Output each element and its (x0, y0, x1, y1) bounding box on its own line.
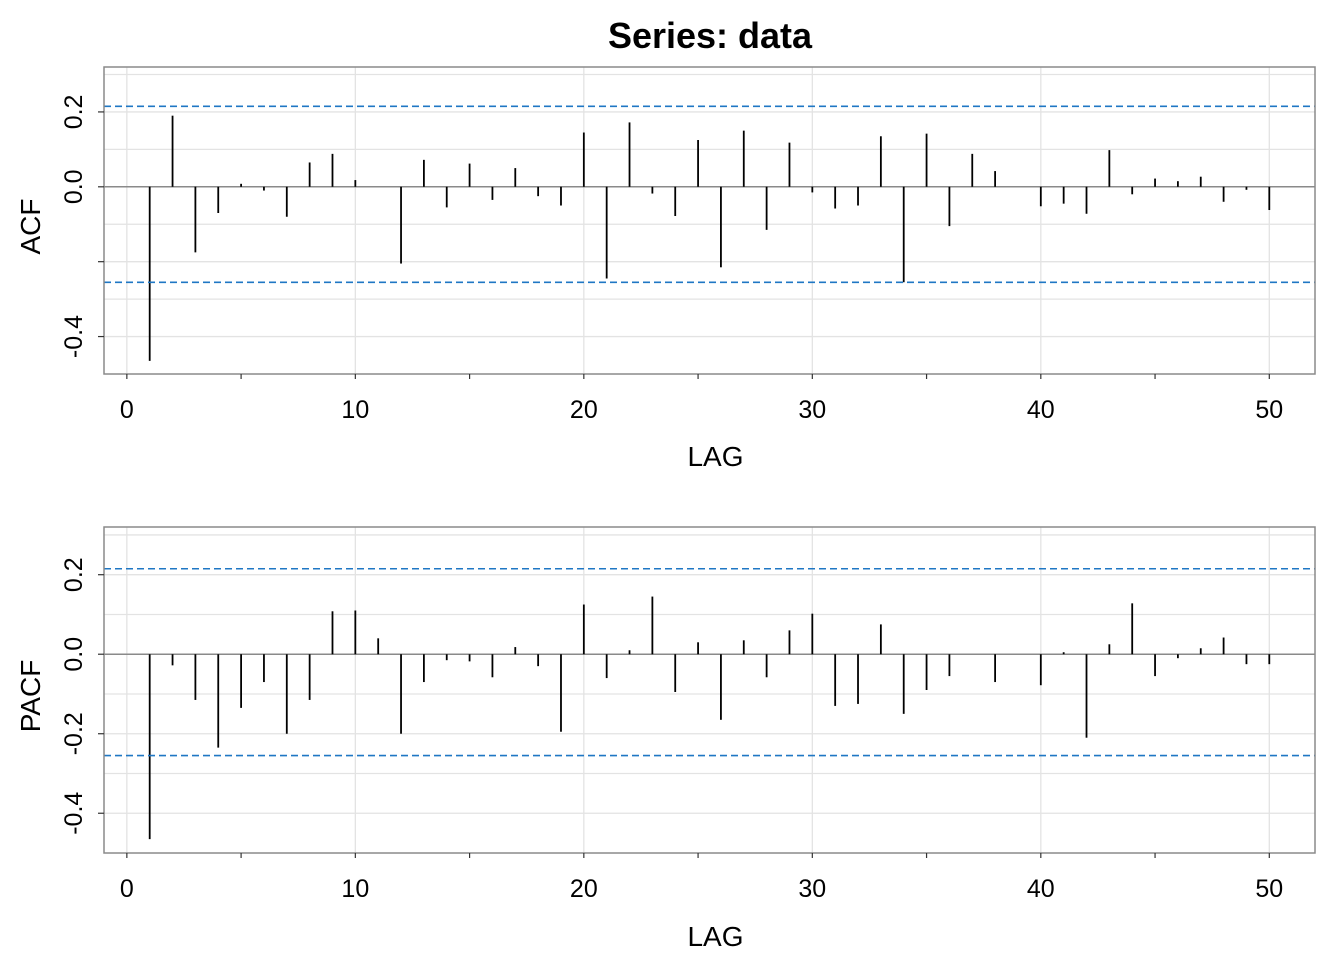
pacf-x-tick-label: 40 (1027, 875, 1055, 903)
acf-x-tick-label: 20 (570, 396, 598, 424)
acf-x-tick-label: 10 (341, 396, 369, 424)
pacf-y-tick-label: 0.0 (60, 637, 88, 672)
acf-y-axis-label: ACF (15, 199, 46, 255)
acf-x-tick-label: 0 (120, 396, 134, 424)
pacf-y-tick-label: 0.2 (60, 557, 88, 592)
acf-y-tick-label: -0.4 (60, 315, 88, 358)
pacf-x-tick-label: 50 (1255, 875, 1283, 903)
acf-x-axis-label: LAG (687, 441, 743, 472)
acf-x-tick-label: 40 (1027, 396, 1055, 424)
pacf-panel: 0 10 20 30 40 50 -0.4 -0.2 0.0 0.2 LAG PACF (15, 526, 1316, 952)
pacf-x-tick-label: 10 (341, 875, 369, 903)
pacf-x-axis-label: LAG (687, 921, 743, 952)
acf-y-tick-label: 0.0 (60, 169, 88, 204)
pacf-x-tick-label: 0 (120, 875, 134, 903)
pacf-y-tick-label: -0.2 (60, 712, 88, 755)
acf-grid (104, 67, 1315, 374)
pacf-y-axis-label: PACF (15, 660, 46, 733)
acf-x-tick-label: 30 (798, 396, 826, 424)
acf-frame (103, 66, 1316, 375)
chart-title: Series: data (608, 15, 813, 56)
acf-x-tick-label: 50 (1255, 396, 1283, 424)
acf-panel: 0 10 20 30 40 50 -0.4 0.0 0.2 LAG ACF (15, 66, 1316, 472)
pacf-x-tick-label: 30 (798, 875, 826, 903)
pacf-x-tick-label: 20 (570, 875, 598, 903)
pacf-y-tick-label: -0.4 (60, 792, 88, 835)
pacf-grid (104, 527, 1315, 853)
pacf-frame (103, 526, 1316, 854)
acf-y-tick-label: 0.2 (60, 95, 88, 130)
